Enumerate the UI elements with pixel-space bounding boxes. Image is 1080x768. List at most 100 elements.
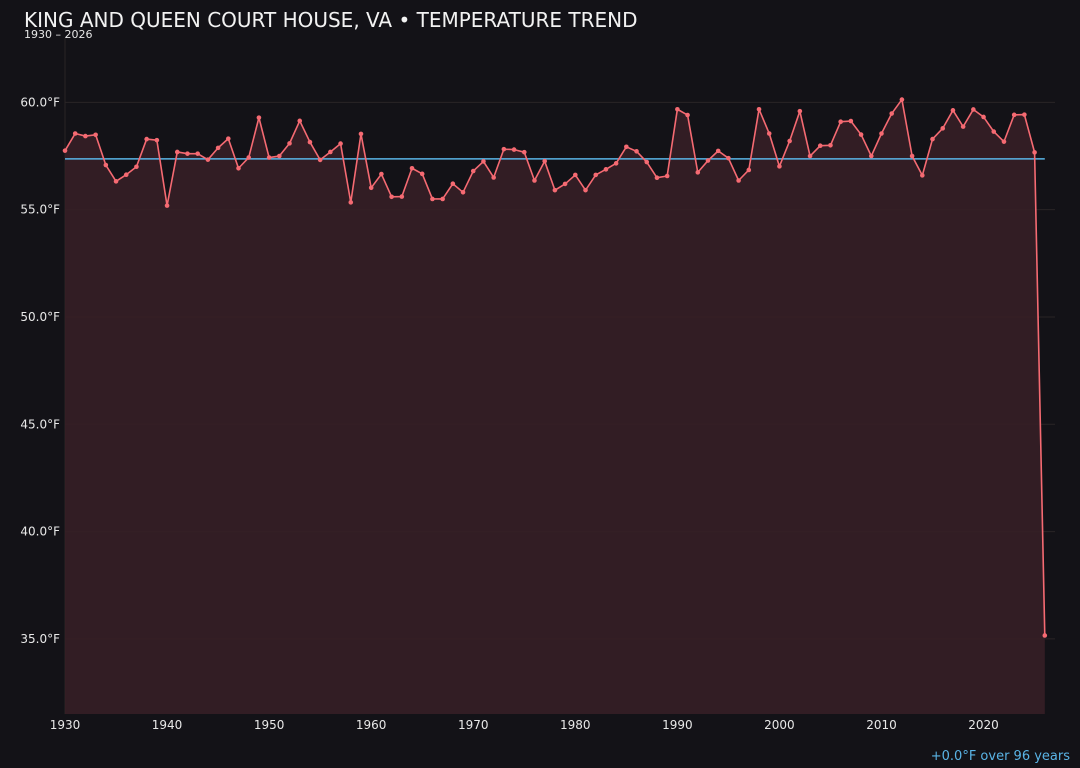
data-point-1959 bbox=[358, 131, 364, 137]
data-point-1989 bbox=[664, 173, 670, 179]
data-point-2026 bbox=[1042, 633, 1048, 638]
data-point-1991 bbox=[685, 112, 690, 118]
data-point-1988 bbox=[654, 175, 660, 181]
data-point-1986 bbox=[634, 149, 639, 154]
chart-subtitle: 1930 – 2026 bbox=[24, 28, 93, 41]
data-point-2021 bbox=[991, 129, 997, 134]
trend-summary-label: +0.0°F over 96 years bbox=[930, 749, 1070, 764]
data-point-1990 bbox=[675, 106, 680, 112]
data-point-1936 bbox=[123, 172, 129, 178]
x-tick-label: 1970 bbox=[458, 718, 489, 732]
data-point-1961 bbox=[379, 171, 384, 177]
x-tick-label: 1940 bbox=[152, 718, 183, 732]
data-point-1993 bbox=[705, 158, 711, 163]
data-point-1935 bbox=[113, 179, 119, 184]
data-point-1950 bbox=[266, 155, 272, 160]
data-point-2002 bbox=[797, 108, 803, 114]
data-point-1956 bbox=[328, 149, 333, 155]
data-point-1952 bbox=[287, 141, 292, 146]
data-point-1932 bbox=[83, 133, 88, 139]
data-point-2009 bbox=[868, 153, 874, 159]
data-point-1974 bbox=[511, 147, 517, 152]
data-point-1978 bbox=[552, 187, 558, 193]
data-point-1970 bbox=[470, 168, 476, 174]
data-point-2006 bbox=[838, 119, 843, 124]
data-point-1957 bbox=[338, 141, 343, 146]
data-point-1962 bbox=[389, 194, 394, 200]
data-point-1937 bbox=[134, 164, 139, 170]
y-tick-label: 35.0°F bbox=[20, 632, 60, 646]
y-tick-label: 55.0°F bbox=[20, 203, 60, 217]
data-point-2007 bbox=[848, 118, 854, 124]
data-point-1983 bbox=[603, 167, 609, 172]
data-point-2013 bbox=[909, 153, 915, 159]
x-tick-label: 2010 bbox=[866, 718, 897, 732]
data-point-1998 bbox=[756, 106, 762, 112]
data-point-2014 bbox=[920, 173, 925, 178]
data-point-2023 bbox=[1011, 112, 1017, 118]
data-points bbox=[62, 97, 1048, 638]
data-point-1985 bbox=[624, 144, 629, 150]
data-point-1981 bbox=[583, 187, 588, 193]
data-point-1938 bbox=[144, 136, 149, 142]
data-point-1969 bbox=[460, 189, 466, 195]
data-point-1965 bbox=[419, 171, 425, 177]
x-tick-label: 2020 bbox=[968, 718, 999, 732]
data-point-1945 bbox=[215, 145, 221, 151]
data-point-2019 bbox=[971, 107, 976, 112]
data-point-2025 bbox=[1032, 150, 1037, 155]
data-point-2010 bbox=[879, 131, 884, 136]
data-point-1946 bbox=[225, 136, 231, 141]
data-point-1994 bbox=[715, 148, 721, 154]
data-point-1951 bbox=[277, 153, 282, 159]
data-point-2000 bbox=[777, 164, 782, 169]
data-point-1995 bbox=[726, 155, 731, 161]
data-point-1947 bbox=[236, 165, 241, 171]
data-point-1953 bbox=[297, 118, 303, 124]
data-point-1968 bbox=[450, 181, 456, 187]
y-axis-ticks: 35.0°F 40.0°F 45.0°F 50.0°F 55.0°F 60.0°F bbox=[20, 95, 60, 646]
data-point-1987 bbox=[644, 159, 650, 165]
data-point-1971 bbox=[481, 159, 486, 164]
data-point-1931 bbox=[72, 131, 78, 136]
data-point-1958 bbox=[348, 200, 354, 205]
data-point-1942 bbox=[185, 151, 190, 156]
data-point-2011 bbox=[889, 111, 895, 116]
data-point-1943 bbox=[195, 151, 200, 156]
data-point-1954 bbox=[307, 139, 313, 145]
x-tick-label: 1930 bbox=[50, 718, 81, 732]
data-point-1944 bbox=[205, 157, 211, 162]
data-point-1955 bbox=[317, 157, 323, 163]
data-point-1960 bbox=[368, 185, 374, 191]
y-tick-label: 40.0°F bbox=[20, 525, 60, 539]
data-point-1980 bbox=[573, 172, 578, 178]
data-point-1977 bbox=[542, 158, 547, 164]
x-tick-label: 1960 bbox=[356, 718, 387, 732]
data-point-1934 bbox=[103, 162, 109, 168]
data-point-1992 bbox=[695, 170, 701, 175]
data-point-2008 bbox=[858, 132, 864, 137]
x-tick-label: 1980 bbox=[560, 718, 591, 732]
data-point-1966 bbox=[430, 196, 435, 202]
x-tick-label: 1950 bbox=[254, 718, 285, 732]
data-point-1964 bbox=[409, 165, 415, 171]
data-point-1963 bbox=[399, 194, 405, 199]
data-point-1984 bbox=[613, 161, 619, 166]
x-tick-label: 2000 bbox=[764, 718, 795, 732]
data-point-1976 bbox=[532, 178, 537, 183]
data-point-1975 bbox=[521, 149, 527, 155]
y-tick-label: 45.0°F bbox=[20, 417, 60, 431]
y-tick-label: 50.0°F bbox=[20, 310, 60, 324]
data-point-1949 bbox=[256, 115, 262, 120]
data-point-1948 bbox=[246, 155, 252, 160]
data-point-1997 bbox=[746, 167, 752, 173]
data-point-1973 bbox=[501, 146, 507, 152]
data-point-1933 bbox=[93, 132, 98, 138]
data-point-2001 bbox=[787, 138, 792, 144]
data-point-1979 bbox=[562, 181, 568, 187]
data-point-2024 bbox=[1022, 112, 1027, 117]
data-point-2018 bbox=[960, 124, 966, 129]
data-point-2017 bbox=[950, 108, 956, 113]
data-point-2016 bbox=[940, 126, 946, 131]
